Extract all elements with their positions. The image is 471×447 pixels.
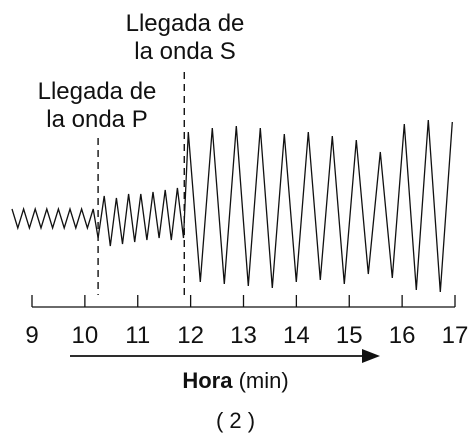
- time-axis-label-bold: Hora: [182, 368, 233, 393]
- s-wave-label-line1: Llegada de: [125, 10, 245, 37]
- axis-tick-label: 15: [336, 322, 363, 349]
- time-arrow-head: [362, 349, 380, 363]
- s-wave-arrival-label: Llegada de la onda S: [100, 10, 270, 66]
- axis-tick-label: 13: [230, 322, 257, 349]
- axis-tick-label: 14: [283, 322, 310, 349]
- p-wave-arrival-label: Llegada de la onda P: [12, 78, 182, 134]
- time-axis-ticks: 9 10 11 12 13 14 15 16 17: [25, 295, 468, 349]
- axis-tick-label: 11: [125, 322, 150, 349]
- figure-number: ( 2 ): [215, 408, 256, 433]
- axis-tick-label: 16: [389, 322, 416, 349]
- time-axis-label: Hora (min): [0, 368, 471, 394]
- p-wave-label-line1: Llegada de: [37, 78, 157, 105]
- time-axis-label-unit: (min): [238, 368, 289, 393]
- p-wave-label-line2: la onda P: [46, 106, 148, 133]
- axis-tick-label: 12: [177, 322, 204, 349]
- axis-tick-label: 10: [72, 322, 99, 349]
- axis-tick-label: 17: [442, 322, 469, 349]
- s-wave-label-line2: la onda S: [134, 38, 236, 65]
- seismogram-trace: [11, 119, 453, 293]
- axis-tick-label: 9: [25, 322, 38, 349]
